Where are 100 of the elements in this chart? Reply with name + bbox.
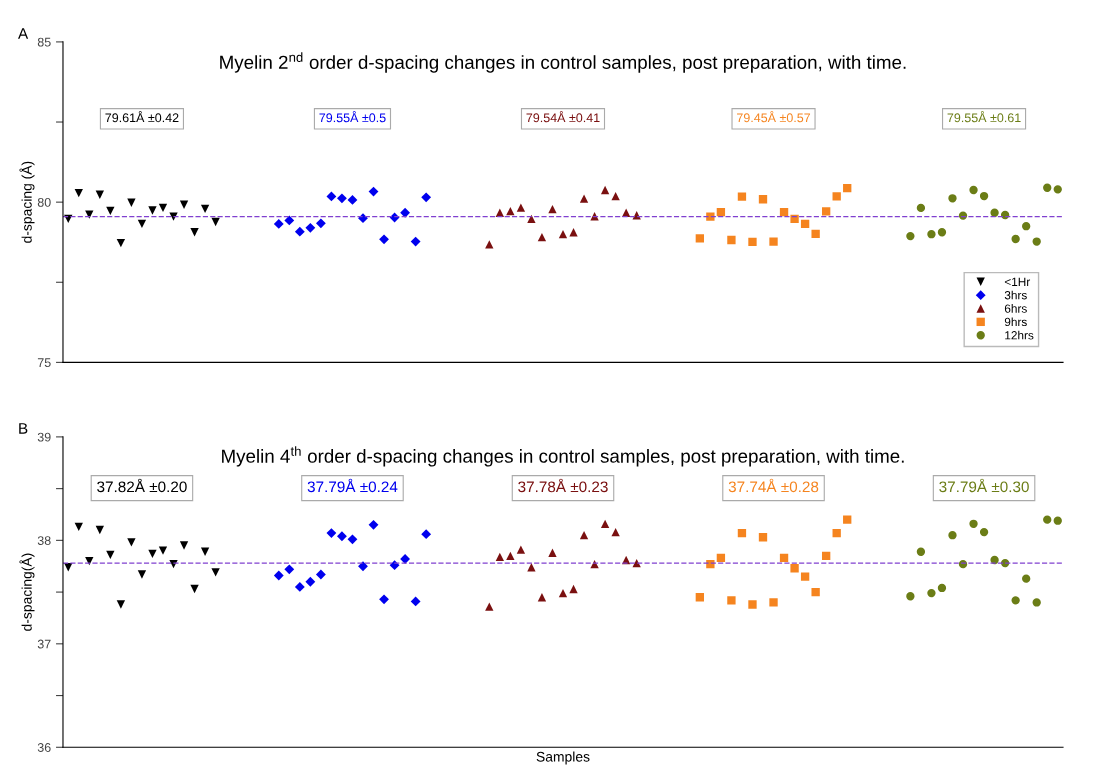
- point: [137, 219, 147, 229]
- text: A: [18, 28, 29, 39]
- point: [948, 194, 957, 203]
- point: [284, 215, 295, 226]
- text: Myelin 2$^{nd}$ order d-spacing changes in control samples, post preparation, with time.: [220, 52, 906, 73]
- point: [485, 602, 494, 611]
- point: [916, 203, 926, 213]
- point: [800, 219, 810, 229]
- point: [748, 237, 757, 247]
- text: B: [19, 423, 28, 434]
- point: [116, 600, 126, 609]
- point: [990, 208, 999, 217]
- point: [727, 596, 736, 605]
- point: [811, 229, 820, 239]
- point: [74, 189, 83, 198]
- point: [368, 519, 379, 530]
- point: [1032, 598, 1041, 607]
- point: [916, 547, 926, 556]
- point: [769, 598, 778, 607]
- point: [200, 204, 210, 214]
- point: [811, 587, 820, 597]
- legend-label: 6hrs: [1004, 304, 1027, 313]
- point: [1043, 183, 1052, 192]
- legend-label: 12hrs: [1005, 330, 1034, 340]
- point: [379, 594, 389, 605]
- legend-label: 9hrs: [1004, 317, 1027, 327]
- point: [558, 230, 568, 239]
- point: [326, 528, 337, 539]
- point: [495, 552, 504, 562]
- point: [527, 214, 536, 223]
- point: [200, 547, 210, 556]
- y-axis-title: d-spacing(Å): [19, 553, 35, 631]
- point: [600, 185, 610, 195]
- point: [305, 576, 316, 587]
- point: [179, 541, 189, 550]
- point: [716, 553, 726, 563]
- annotation: 37.79Å ±0.30: [939, 478, 1029, 493]
- point: [85, 556, 94, 566]
- point: [294, 226, 305, 237]
- point: [600, 519, 610, 528]
- point: [1022, 222, 1031, 231]
- point: [179, 200, 189, 209]
- point: [85, 210, 94, 219]
- point: [758, 195, 768, 204]
- point: [969, 519, 978, 528]
- point: [273, 219, 284, 229]
- point: [800, 572, 810, 581]
- point: [137, 570, 147, 579]
- point: [937, 228, 947, 237]
- point: [558, 588, 568, 598]
- point: [695, 593, 705, 602]
- point: [716, 207, 726, 217]
- y-tick-label: 36: [37, 743, 51, 752]
- point: [779, 553, 789, 563]
- point: [315, 218, 326, 229]
- point: [548, 205, 557, 214]
- annotation: 37.74Å ±0.28: [728, 478, 819, 493]
- point: [737, 528, 747, 538]
- point: [273, 570, 284, 581]
- point: [822, 551, 831, 561]
- point: [737, 192, 747, 201]
- point: [410, 596, 421, 607]
- point: [537, 593, 547, 602]
- point: [74, 522, 83, 532]
- point: [95, 525, 104, 535]
- annotation: 37.79Å ±0.24: [307, 478, 398, 493]
- point: [305, 222, 316, 233]
- point: [843, 183, 852, 193]
- point: [937, 583, 947, 593]
- point: [822, 207, 831, 216]
- point: [979, 527, 989, 537]
- point: [148, 206, 157, 215]
- annotation: 37.78Å ±0.23: [518, 478, 608, 493]
- point: [337, 531, 347, 542]
- point: [294, 582, 305, 592]
- point: [410, 236, 421, 247]
- point: [516, 545, 526, 554]
- point: [400, 207, 411, 218]
- point: [400, 554, 411, 564]
- text: Myelin 4$^{th}$ order d-spacing changes in control samples, post preparation, with time.: [222, 446, 904, 467]
- annotation: 79.45Å ±0.57: [737, 111, 811, 123]
- point: [906, 231, 915, 241]
- point: [485, 240, 494, 249]
- point: [127, 538, 136, 547]
- point: [169, 212, 178, 221]
- legend-label: <1Hr: [1004, 277, 1031, 286]
- point: [1011, 234, 1020, 244]
- point: [190, 584, 199, 594]
- point: [421, 192, 432, 203]
- point: [506, 551, 515, 561]
- point: [190, 228, 199, 237]
- y-tick-label: 39: [37, 432, 51, 442]
- point: [832, 192, 841, 201]
- point: [969, 185, 978, 195]
- point: [1011, 596, 1020, 605]
- point: [927, 230, 936, 239]
- point: [148, 549, 157, 558]
- y-tick-label: 38: [37, 536, 51, 546]
- point: [779, 207, 789, 217]
- y-tick-label: 75: [37, 358, 51, 368]
